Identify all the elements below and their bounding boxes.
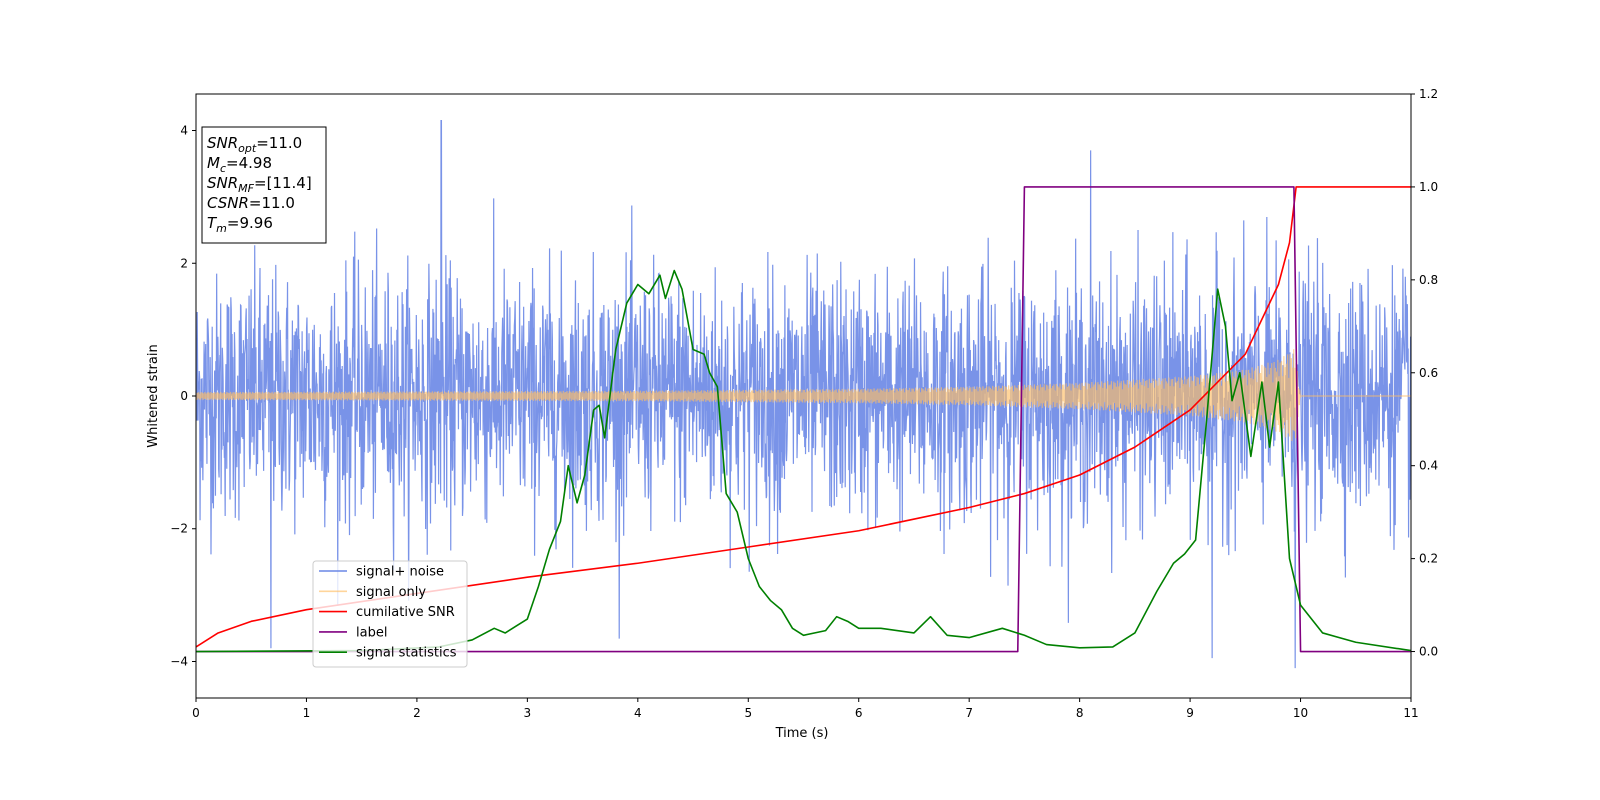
annotation-line: Mc=4.98: [207, 154, 272, 175]
x-axis-label: Time (s): [775, 726, 829, 741]
x-tick-label: 1: [303, 706, 311, 720]
x-tick-label: 7: [965, 706, 973, 720]
x-tick-label: 10: [1293, 706, 1308, 720]
x-tick-label: 0: [192, 706, 200, 720]
annotation-frame: [201, 126, 327, 244]
x-tick-label: 11: [1403, 706, 1418, 720]
x-tick-label: 9: [1186, 706, 1194, 720]
y-right-tick-label: 0.2: [1419, 552, 1438, 566]
y-right-tick-label: 0.6: [1419, 366, 1438, 380]
y-right-tick-label: 1.2: [1419, 87, 1438, 101]
y-left-tick-label: −2: [170, 522, 188, 536]
legend-label: label: [356, 625, 387, 640]
plot-area: [196, 119, 1411, 669]
series-signal-statistics: [196, 269, 1411, 653]
y-right-tick-label: 0.8: [1419, 273, 1438, 287]
y-right-tick-label: 1.0: [1419, 180, 1438, 194]
legend-label: signal+ noise: [356, 565, 444, 580]
annotation-line: CSNR=11.0: [207, 194, 295, 212]
annotation-line: SNRMF=[11.4]: [207, 174, 312, 195]
legend-label: cumilative SNR: [356, 605, 455, 620]
y-right-tick-label: 0.0: [1419, 645, 1438, 659]
y-left-tick-label: −4: [170, 654, 188, 668]
y-left-tick-label: 4: [180, 124, 188, 138]
x-tick-label: 5: [744, 706, 752, 720]
x-tick-label: 8: [1076, 706, 1084, 720]
legend: signal+ noise signal only cumilative SNR la…: [312, 560, 468, 668]
x-tick-label: 3: [524, 706, 532, 720]
y-left-tick-label: 0: [180, 389, 188, 403]
x-tick-label: 6: [855, 706, 863, 720]
legend-label: signal statistics: [356, 646, 457, 661]
y-right-tick-label: 0.4: [1419, 459, 1438, 473]
series-cumilative-snr: [196, 186, 1411, 648]
x-tick-label: 2: [413, 706, 421, 720]
x-tick-label: 4: [634, 706, 642, 720]
axes: 0 1 2 3 4 5 6 7 8 9 10 11 −4 −2 0 2 4 0.0 0.2 0.4 0.6 0.8 1.0 1…: [170, 87, 1438, 720]
y-left-tick-label: 2: [180, 256, 188, 270]
annotation-line: SNRopt=11.0: [207, 134, 302, 155]
y-axis-label: Whitened strain: [146, 344, 161, 447]
legend-frame: [312, 560, 468, 668]
annotation-line: Tm=9.96: [207, 214, 273, 235]
series-label: [196, 186, 1411, 653]
legend-label: signal only: [356, 585, 426, 600]
